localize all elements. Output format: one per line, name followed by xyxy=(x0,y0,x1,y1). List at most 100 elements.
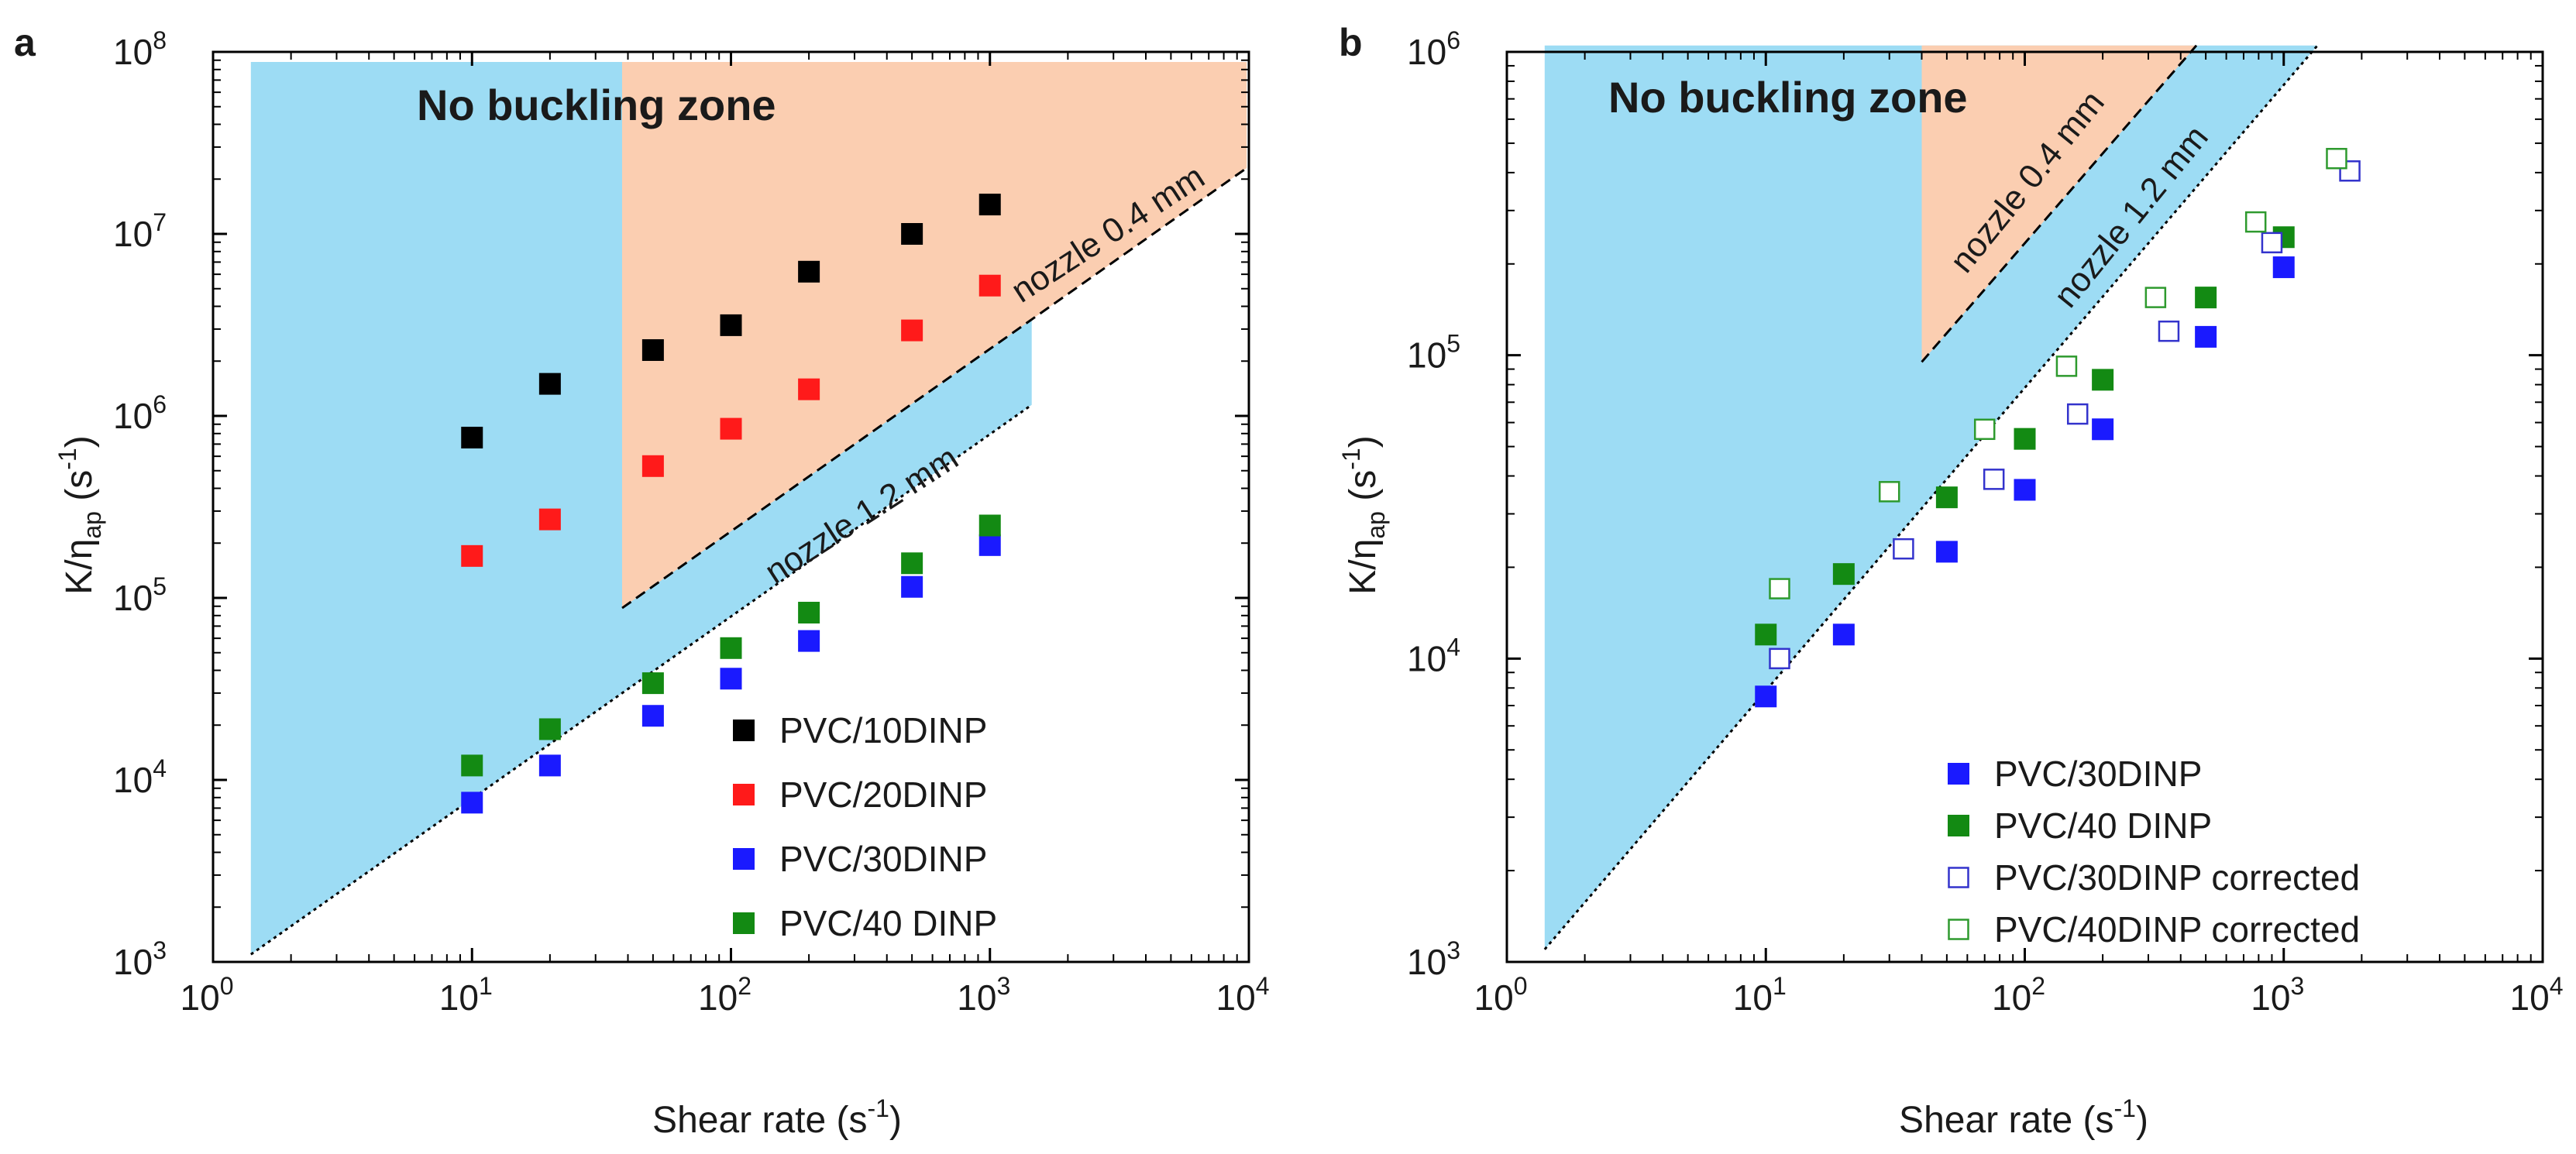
point-pvc-40dinp-corrected xyxy=(1769,578,1790,599)
x-tick-label: 101 xyxy=(439,972,493,1018)
axes: 100 101 102 103 104 103 104 105 106 107 108 xyxy=(113,26,1269,1018)
point-pvc-40-dinp xyxy=(978,514,1001,537)
point-pvc-30dinp-corrected xyxy=(2158,320,2180,342)
no-buckling-zone-label: No buckling zone xyxy=(417,81,776,129)
boundary-lines xyxy=(1543,44,2319,950)
y-tick-label: 108 xyxy=(113,26,167,72)
point-pvc-40-dinp xyxy=(720,637,742,659)
legend-label-pvc-30dinp: PVC/30DINP xyxy=(779,839,987,879)
legend-marker-pvc-30dinp xyxy=(733,848,755,870)
point-pvc-10dinp xyxy=(720,314,742,336)
legend-label-pvc-30dinp: PVC/30DINP xyxy=(1994,754,2202,794)
panel-b: b No buckling zone nozzle 0.4 mm nozzle … xyxy=(1337,21,2563,1141)
point-pvc-40-dinp xyxy=(901,552,923,575)
point-pvc-30dinp xyxy=(798,630,820,652)
legend-label-pvc-30dinp-corrected: PVC/30DINP corrected xyxy=(1994,857,2360,898)
panel-letter-b: b xyxy=(1339,21,1363,64)
legend-marker-pvc-40-dinp xyxy=(733,912,755,934)
point-pvc-30dinp-corrected xyxy=(2066,403,2089,425)
point-pvc-30dinp xyxy=(538,754,561,777)
point-pvc-40-dinp xyxy=(2195,287,2217,309)
point-pvc-40dinp-corrected xyxy=(2055,355,2078,377)
legend: PVC/30DINP PVC/40 DINP PVC/30DINP correcte… xyxy=(1948,754,2360,950)
point-pvc-30dinp xyxy=(641,705,664,727)
shaded-regions xyxy=(250,62,1247,955)
x-tick-label: 103 xyxy=(957,972,1010,1018)
boundary-nozzle-1-2-mm xyxy=(1543,44,2319,950)
x-axis-title: Shear rate (s-1) xyxy=(652,1094,902,1141)
y-tick-label: 105 xyxy=(113,572,167,618)
point-pvc-10dinp xyxy=(641,338,664,361)
legend-label-pvc-10dinp: PVC/10DINP xyxy=(779,710,987,750)
point-pvc-30dinp xyxy=(2195,325,2217,348)
point-pvc-20dinp xyxy=(720,417,742,440)
point-pvc-30dinp-corrected xyxy=(1893,538,1914,560)
y-tick-label: 105 xyxy=(1407,330,1460,376)
y-tick-label: 104 xyxy=(1407,633,1460,678)
x-tick-label: 101 xyxy=(1733,972,1787,1018)
point-pvc-30dinp xyxy=(978,534,1001,556)
region-orange xyxy=(622,62,1247,608)
point-pvc-20dinp xyxy=(798,378,820,400)
point-pvc-40dinp-corrected xyxy=(2326,147,2347,170)
point-pvc-30dinp xyxy=(901,575,923,598)
point-pvc-40-dinp xyxy=(798,602,820,624)
point-pvc-20dinp xyxy=(901,319,923,342)
point-pvc-30dinp xyxy=(2272,256,2295,279)
legend-label-pvc-40-dinp: PVC/40 DINP xyxy=(1994,805,2212,846)
x-tick-label: 104 xyxy=(1216,972,1270,1018)
data-points xyxy=(461,194,1001,814)
point-pvc-40-dinp xyxy=(538,718,561,740)
legend-label-pvc-40dinp-corrected: PVC/40DINP corrected xyxy=(1994,909,2360,950)
data-points xyxy=(1755,147,2361,708)
point-pvc-20dinp xyxy=(538,508,561,531)
boundary-lines xyxy=(249,167,1247,956)
x-tick-label: 102 xyxy=(698,972,751,1018)
point-pvc-30dinp xyxy=(2092,418,2114,441)
y-tick-label: 106 xyxy=(1407,26,1460,72)
point-pvc-40-dinp xyxy=(461,754,483,777)
legend-marker-pvc-30dinp-corrected xyxy=(1948,867,1969,888)
y-tick-label: 103 xyxy=(1407,936,1460,982)
point-pvc-20dinp xyxy=(641,455,664,477)
point-pvc-30dinp-corrected xyxy=(1769,647,1790,670)
y-tick-label: 104 xyxy=(113,754,167,800)
x-tick-label: 100 xyxy=(1474,972,1528,1018)
point-pvc-10dinp xyxy=(798,260,820,283)
point-pvc-10dinp xyxy=(538,373,561,395)
point-pvc-10dinp xyxy=(461,427,483,449)
point-pvc-40-dinp xyxy=(1832,563,1855,586)
point-pvc-30dinp xyxy=(2014,479,2036,501)
boundary-nozzle-0-4-mm xyxy=(1921,44,2198,363)
x-tick-label: 103 xyxy=(2251,972,2304,1018)
point-pvc-20dinp xyxy=(978,274,1001,297)
no-buckling-zone-label: No buckling zone xyxy=(1608,73,1968,122)
panel-letter-a: a xyxy=(14,21,36,64)
point-pvc-30dinp xyxy=(1935,541,1958,563)
point-pvc-30dinp xyxy=(720,668,742,690)
point-pvc-40dinp-corrected xyxy=(2244,211,2267,233)
legend-marker-pvc-30dinp xyxy=(1948,763,1969,785)
point-pvc-40dinp-corrected xyxy=(1878,481,1900,503)
point-pvc-40-dinp xyxy=(1935,486,1958,509)
legend-marker-pvc-40dinp-corrected xyxy=(1948,919,1969,940)
x-tick-label: 104 xyxy=(2510,972,2564,1018)
legend-label-pvc-40-dinp: PVC/40 DINP xyxy=(779,903,997,943)
legend: PVC/10DINP PVC/20DINP PVC/30DINP PVC/40 DIN… xyxy=(733,710,997,943)
point-pvc-20dinp xyxy=(461,544,483,567)
x-tick-label: 100 xyxy=(181,972,234,1018)
legend-marker-pvc-10dinp xyxy=(733,720,755,741)
point-pvc-40dinp-corrected xyxy=(1973,418,1996,441)
point-pvc-30dinp xyxy=(1832,623,1855,646)
point-pvc-30dinp-corrected xyxy=(2261,232,2283,254)
point-pvc-40-dinp xyxy=(1755,623,1777,646)
point-pvc-40dinp-corrected xyxy=(2144,287,2167,308)
legend-label-pvc-20dinp: PVC/20DINP xyxy=(779,774,987,815)
boundary-nozzle-0-4-mm xyxy=(621,167,1247,610)
y-tick-label: 107 xyxy=(113,208,167,254)
point-pvc-10dinp xyxy=(901,223,923,245)
legend-marker-pvc-20dinp xyxy=(733,784,755,805)
point-pvc-40-dinp xyxy=(641,672,664,695)
point-pvc-40-dinp xyxy=(2014,428,2036,450)
